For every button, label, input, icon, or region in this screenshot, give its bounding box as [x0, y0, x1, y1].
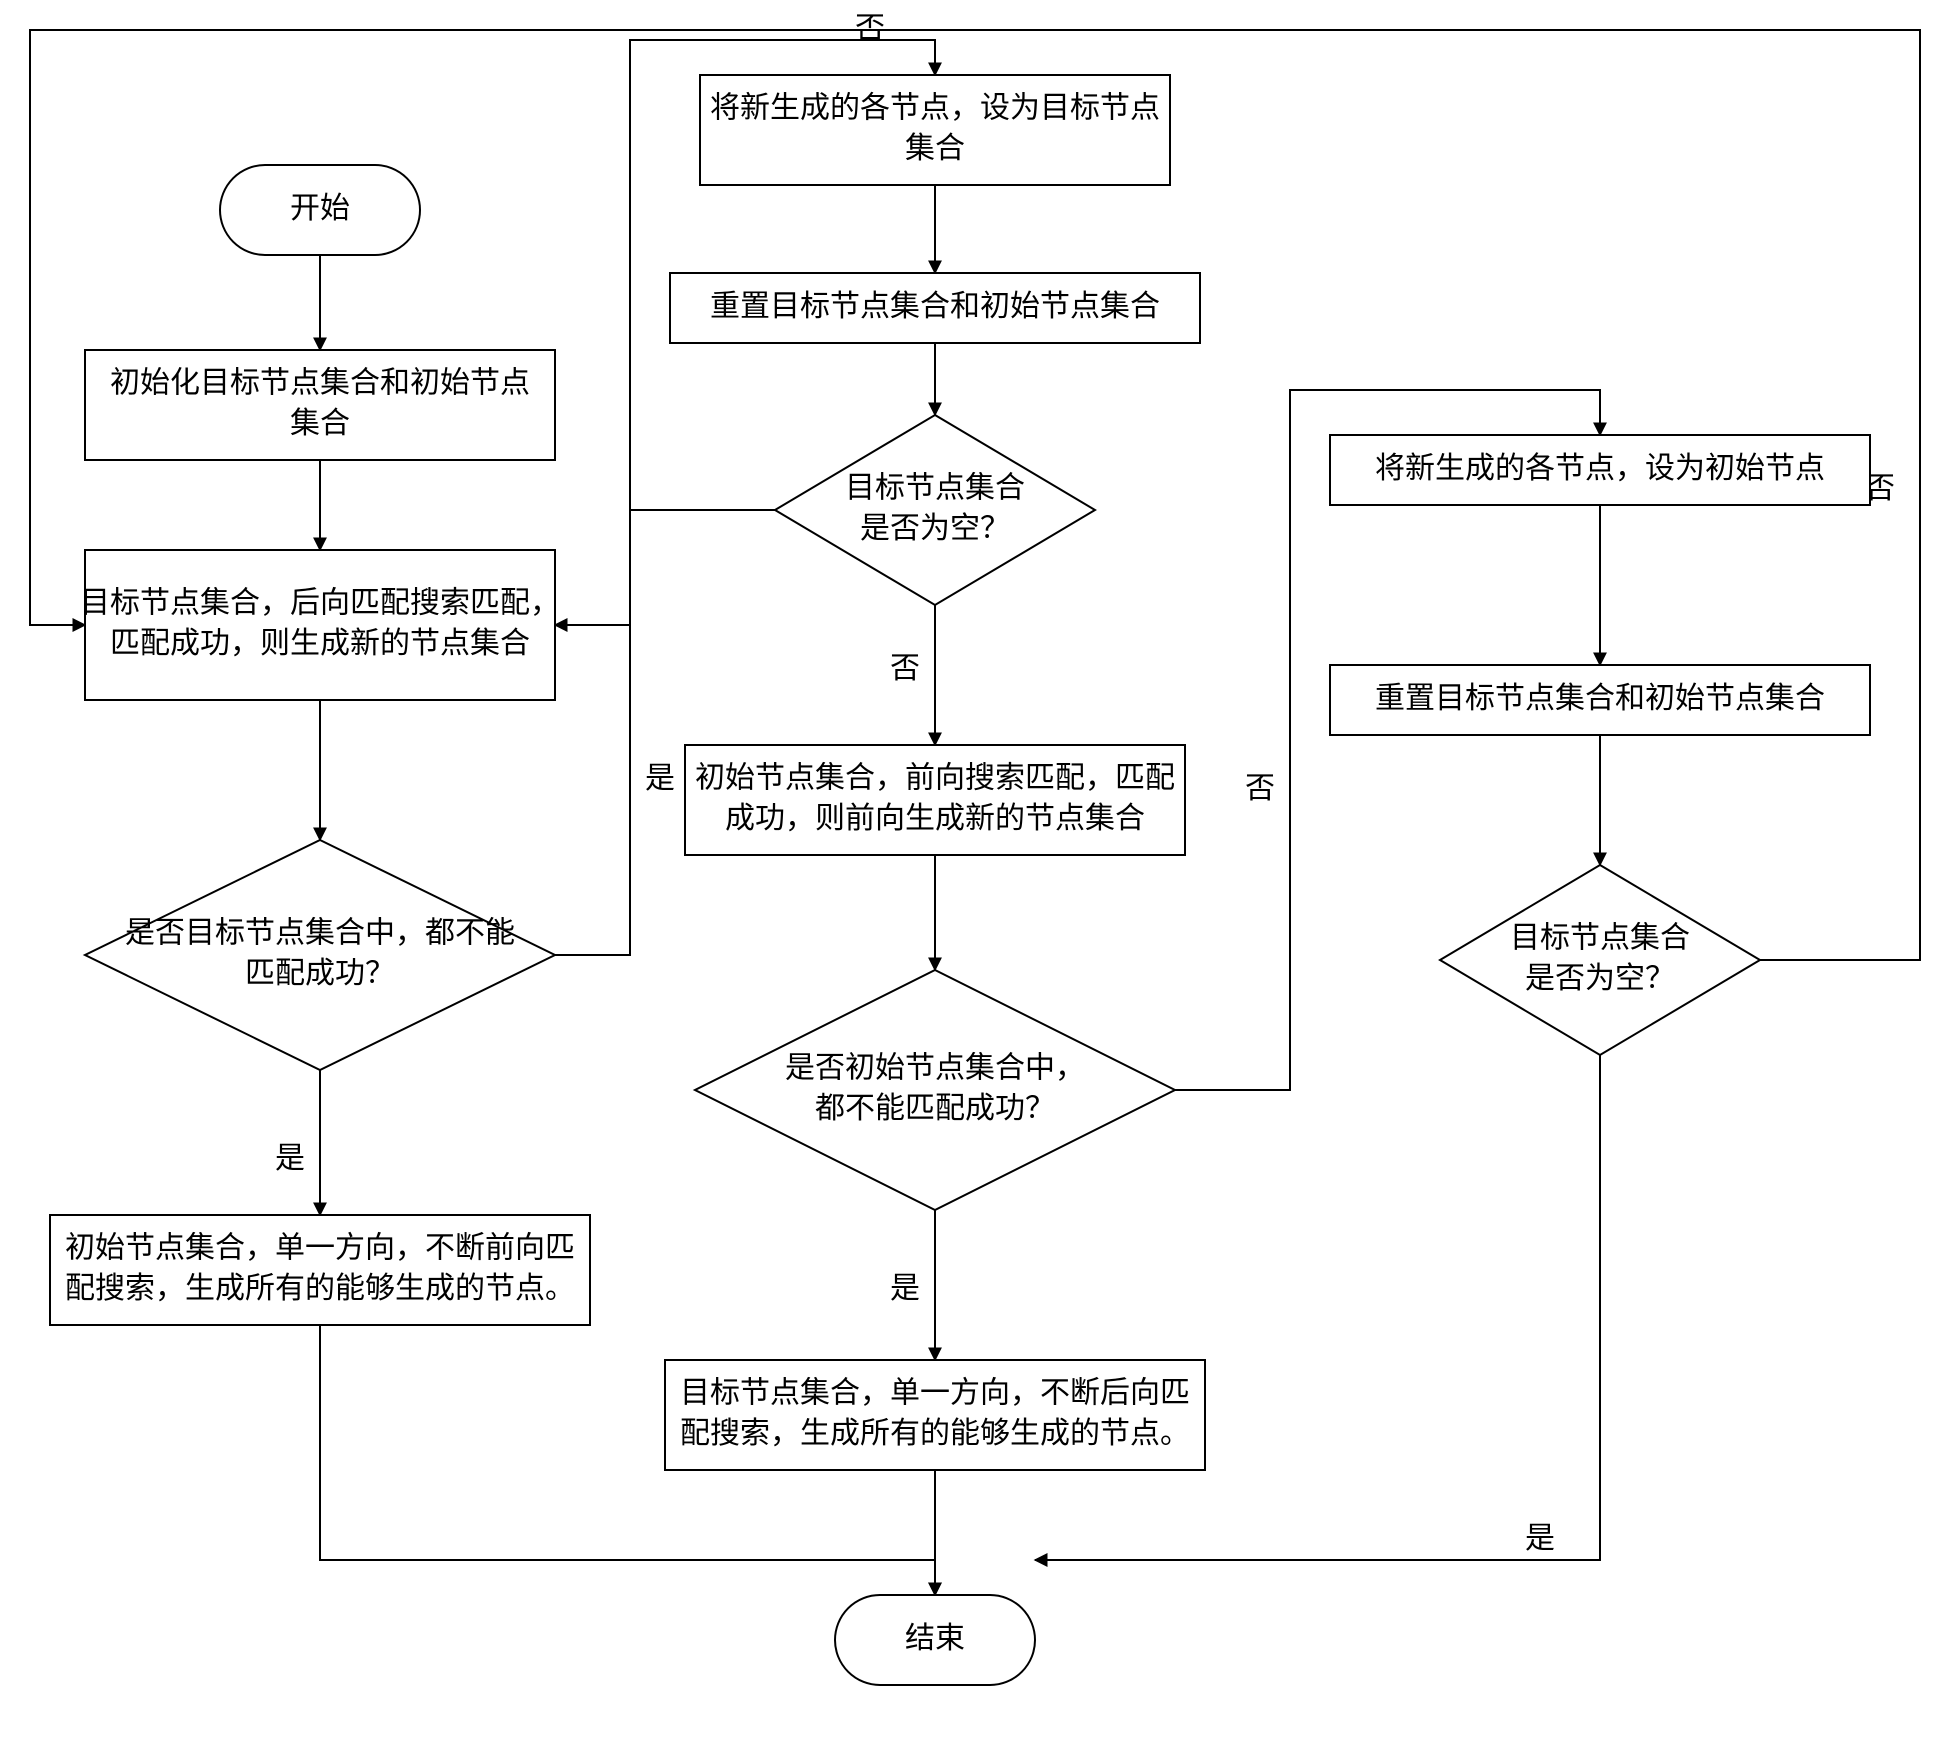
node-label: 是否目标节点集合中，都不能 — [125, 917, 515, 950]
node-label: 配搜索，生成所有的能够生成的节点。 — [65, 1272, 575, 1305]
node-label: 配搜索，生成所有的能够生成的节点。 — [680, 1417, 1190, 1450]
process-node — [85, 550, 555, 700]
decision-node — [695, 970, 1175, 1210]
edge-label: 是 — [1525, 1522, 1555, 1555]
flowchart-canvas: 是否否是是否是否开始初始化目标节点集合和初始节点集合目标节点集合，后向匹配搜索匹… — [0, 0, 1951, 1745]
node-label: 是否初始节点集合中， — [785, 1052, 1085, 1085]
edge — [1035, 1055, 1600, 1560]
edge — [555, 510, 775, 625]
node-label: 将新生成的各节点，设为目标节点 — [710, 92, 1160, 125]
node-label: 初始化目标节点集合和初始节点 — [110, 367, 530, 400]
node-label: 目标节点集合 — [845, 472, 1025, 505]
node-label: 初始节点集合，前向搜索匹配，匹配 — [695, 762, 1175, 795]
node-label: 目标节点集合，后向匹配搜索匹配， — [80, 587, 560, 620]
edge-label: 否 — [1245, 772, 1275, 805]
node-label: 初始节点集合，单一方向，不断前向匹 — [65, 1232, 575, 1265]
edge-label: 是 — [275, 1142, 305, 1175]
edge-label: 否 — [890, 652, 920, 685]
node-label: 重置目标节点集合和初始节点集合 — [1375, 682, 1825, 715]
node-label: 目标节点集合 — [1510, 922, 1690, 955]
node-label: 开始 — [290, 192, 350, 225]
edge-label: 是 — [645, 762, 675, 795]
node-label: 都不能匹配成功？ — [815, 1092, 1055, 1125]
node-label: 匹配成功，则生成新的节点集合 — [110, 627, 530, 660]
node-label: 重置目标节点集合和初始节点集合 — [710, 290, 1160, 323]
node-label: 结束 — [905, 1622, 965, 1655]
decision-node — [85, 840, 555, 1070]
edge-label: 是 — [890, 1272, 920, 1305]
decision-node — [1440, 865, 1760, 1055]
node-label: 成功，则前向生成新的节点集合 — [725, 802, 1145, 835]
node-label: 是否为空？ — [1525, 962, 1675, 995]
node-label: 是否为空？ — [860, 512, 1010, 545]
node-label: 将新生成的各节点，设为初始节点 — [1375, 452, 1825, 485]
node-label: 匹配成功？ — [245, 957, 395, 990]
node-label: 集合 — [905, 132, 965, 165]
decision-node — [775, 415, 1095, 605]
node-label: 集合 — [290, 407, 350, 440]
node-label: 目标节点集合，单一方向，不断后向匹 — [680, 1377, 1190, 1410]
edge-label: 否 — [855, 12, 885, 45]
